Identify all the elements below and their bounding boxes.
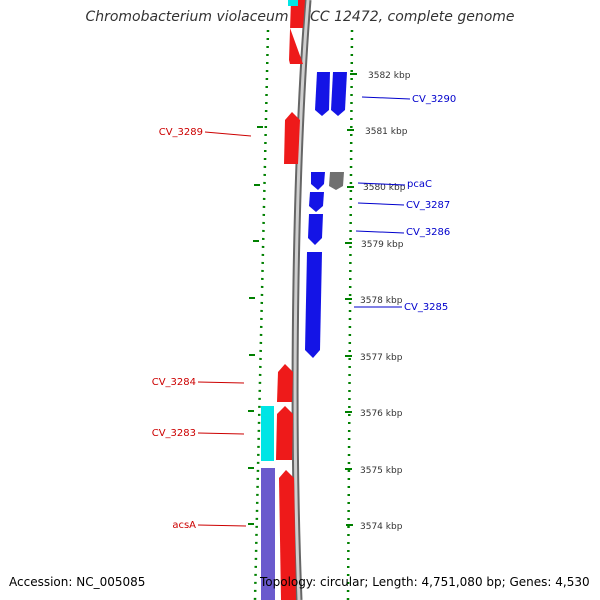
tick-label-3580: 3580 kbp (363, 183, 406, 193)
gene-label-acsa[interactable]: acsA (172, 520, 196, 531)
purple-feature[interactable] (261, 468, 275, 600)
tick-label-3578: 3578 kbp (360, 296, 403, 306)
topology-text: Topology: circular; Length: 4,751,080 bp… (260, 575, 590, 589)
cds-cv3290-a[interactable] (315, 72, 330, 116)
cds-acsa[interactable] (279, 470, 296, 600)
cds-pcac[interactable] (311, 172, 325, 190)
cds-gray[interactable] (329, 172, 344, 190)
cds-cv3286[interactable] (308, 214, 323, 245)
gene-label-pcac[interactable]: pcaC (407, 179, 432, 190)
cds-cv3284[interactable] (277, 364, 293, 402)
gene-label-cv3286[interactable]: CV_3286 (406, 227, 450, 238)
tick-label-3579: 3579 kbp (361, 240, 404, 250)
tick-label-3577: 3577 kbp (360, 353, 403, 363)
gene-labels: CV_3290 CV_3289 pcaC CV_3287 CV_3286 CV_… (152, 94, 457, 531)
gene-label-cv3283[interactable]: CV_3283 (152, 428, 196, 439)
features (261, 0, 347, 600)
cds-cv3285[interactable] (305, 252, 322, 358)
forward-cds-top[interactable] (289, 0, 305, 64)
gene-label-cv3284[interactable]: CV_3284 (152, 377, 196, 388)
cds-cv3287[interactable] (309, 192, 324, 212)
gene-label-cv3285[interactable]: CV_3285 (404, 302, 448, 313)
tick-label-3576: 3576 kbp (360, 409, 403, 419)
gene-label-cv3290[interactable]: CV_3290 (412, 94, 456, 105)
tick-label-3575: 3575 kbp (360, 466, 403, 476)
gene-label-cv3287[interactable]: CV_3287 (406, 200, 450, 211)
cds-cv3290-b[interactable] (331, 72, 347, 116)
cds-cv3289[interactable] (284, 112, 300, 164)
accession-text: Accession: NC_005085 (9, 575, 146, 589)
cyan-feature[interactable] (261, 406, 274, 461)
cds-cv3283[interactable] (276, 406, 293, 460)
tick-label-3574: 3574 kbp (360, 522, 403, 532)
tick-label-3582: 3582 kbp (368, 71, 411, 81)
tick-label-3581: 3581 kbp (365, 127, 408, 137)
leader-lines (197, 96, 411, 527)
scale-ticks: 3582 kbp 3581 kbp 3580 kbp 3579 kbp 3578… (248, 71, 411, 532)
cyan-feature-top[interactable] (288, 0, 298, 6)
gene-label-cv3289[interactable]: CV_3289 (159, 127, 203, 138)
